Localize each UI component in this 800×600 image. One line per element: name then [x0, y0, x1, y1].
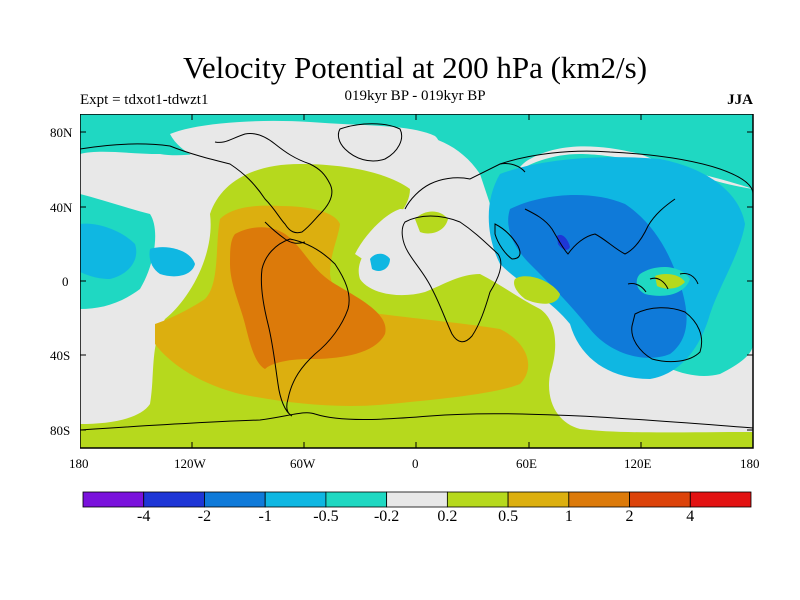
coastlines — [80, 123, 753, 431]
lat-tick-80s: 80S — [50, 423, 71, 438]
lon-tick-180e: 180 — [740, 456, 760, 471]
colorbar-label: -1 — [258, 508, 272, 525]
coast-indonesia — [627, 273, 699, 293]
coast-central-america — [264, 221, 306, 244]
coast-australia — [631, 307, 703, 363]
coast-south-america — [260, 238, 350, 417]
coast-europe — [404, 163, 526, 210]
lon-tick-0: 0 — [412, 456, 419, 471]
colorbar-label: -0.2 — [373, 508, 400, 525]
lon-tick-60w: 60W — [290, 456, 316, 471]
velocity-potential-map — [80, 114, 754, 449]
colorbar-swatch — [264, 491, 327, 508]
experiment-label: Expt = tdxot1-tdwzt1 — [80, 92, 209, 108]
plot-title: Velocity Potential at 200 hPa (km2/s) — [182, 50, 648, 85]
lon-tick-180w: 180 — [69, 456, 89, 471]
colorbar-label: 0.5 — [498, 508, 519, 525]
field-dark-blue-asia — [557, 234, 570, 250]
colorbar-label: 1 — [564, 508, 573, 525]
lat-tick-80n: 80N — [50, 125, 73, 140]
colorbar-swatch — [204, 491, 266, 508]
field-orange-south-america — [230, 227, 386, 369]
lon-tick-60e: 60E — [516, 456, 537, 471]
colorbar-label: 2 — [625, 508, 634, 525]
colorbar-swatch — [568, 491, 630, 508]
colorbar — [82, 491, 752, 508]
field-light-blue-atlantic — [370, 253, 390, 271]
field-green-west-pacific — [655, 274, 685, 289]
lon-tick-120e: 120E — [624, 456, 652, 471]
colorbar-swatch — [82, 491, 145, 508]
field-grey-atlantic-gap — [355, 209, 420, 264]
colorbar-label: -0.5 — [313, 508, 339, 525]
colorbar-swatch — [629, 491, 691, 508]
coast-africa — [401, 215, 502, 343]
field-blue-pacific-2 — [149, 247, 195, 277]
colorbar-swatch — [325, 491, 388, 508]
map-ticks — [80, 114, 753, 448]
lat-tick-0: 0 — [62, 274, 69, 289]
coast-asia — [499, 150, 753, 255]
field-grey-north — [170, 120, 440, 179]
field-blue-asia — [508, 194, 687, 358]
coast-antarctica — [80, 412, 753, 431]
colorbar-swatch — [446, 491, 509, 508]
colorbar-swatch — [689, 491, 752, 508]
period-label: 019kyr BP - 019kyr BP — [344, 88, 486, 104]
colorbar-swatch — [143, 491, 205, 508]
field-blue-pacific — [80, 223, 137, 279]
lon-tick-120w: 120W — [174, 456, 206, 471]
coast-arabia — [494, 223, 521, 260]
colorbar-swatch — [386, 491, 448, 508]
coast-north-america — [80, 133, 333, 234]
field-shading — [80, 114, 753, 448]
colorbar-label: -2 — [197, 508, 212, 525]
colorbar-label: 0.2 — [437, 508, 458, 525]
colorbar-label: -4 — [137, 508, 151, 525]
lat-tick-40n: 40N — [50, 200, 73, 215]
colorbar-swatch — [507, 491, 570, 508]
field-green-india-ocean — [514, 276, 560, 304]
lat-tick-40s: 40S — [50, 348, 71, 363]
coast-greenland — [337, 123, 403, 162]
season-label: JJA — [727, 92, 753, 108]
colorbar-label: 4 — [686, 508, 695, 525]
